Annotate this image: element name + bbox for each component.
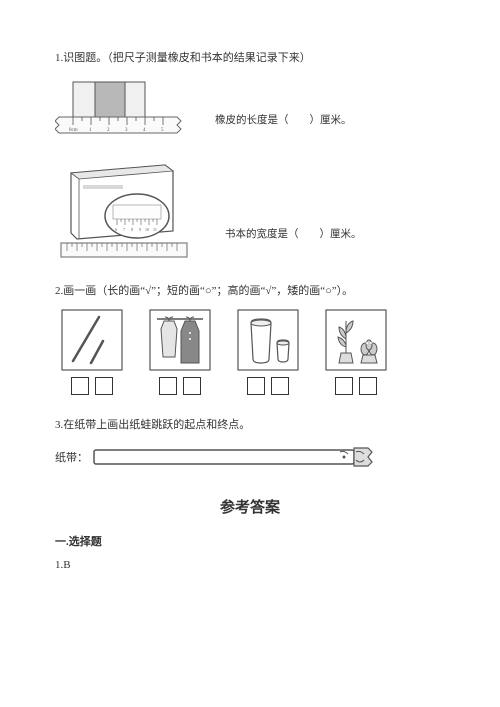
answers-section-label: 一.选择题	[55, 533, 445, 549]
q2-item-sticks	[61, 309, 123, 395]
svg-text:0cm: 0cm	[69, 128, 78, 133]
answer-1: 1.B	[55, 559, 445, 571]
answer-box[interactable]	[159, 377, 177, 395]
answer-box[interactable]	[95, 377, 113, 395]
eraser-ruler-figure: 0cm 1 2 3 4 5	[55, 77, 185, 147]
answer-box[interactable]	[71, 377, 89, 395]
question-2: 2.画一画（长的画“√”；短的画“○”；高的画“√”，矮的画“○”）。	[55, 283, 445, 396]
answer-box[interactable]	[359, 377, 377, 395]
eraser-answer-label: 橡皮的长度是（ ）厘米。	[215, 112, 352, 147]
svg-text:10: 10	[145, 227, 149, 232]
answers-title: 参考答案	[55, 496, 445, 517]
q1-eraser-row: 0cm 1 2 3 4 5 橡皮的长度是（ ）厘米。	[55, 77, 445, 147]
svg-text:6: 6	[115, 227, 117, 232]
book-ruler-figure: 6 7 8 9 10 11	[55, 161, 195, 261]
paper-tape-figure	[92, 444, 392, 470]
svg-text:9: 9	[139, 227, 141, 232]
q1-title: 1.识图题。（把尺子测量橡皮和书本的结果记录下来）	[55, 50, 445, 67]
q3-title: 3.在纸带上画出纸蛙跳跃的起点和终点。	[55, 417, 445, 434]
q2-item-plants	[325, 309, 387, 395]
svg-text:11: 11	[153, 227, 157, 232]
book-answer-label: 书本的宽度是（ ）厘米。	[225, 226, 362, 261]
answer-box[interactable]	[183, 377, 201, 395]
q2-title: 2.画一画（长的画“√”；短的画“○”；高的画“√”，矮的画“○”）。	[55, 283, 445, 300]
svg-text:7: 7	[123, 227, 125, 232]
answer-box[interactable]	[335, 377, 353, 395]
q2-item-clothes	[149, 309, 211, 395]
svg-text:8: 8	[131, 227, 133, 232]
question-3: 3.在纸带上画出纸蛙跳跃的起点和终点。 纸带：	[55, 417, 445, 470]
answer-box[interactable]	[247, 377, 265, 395]
question-1: 1.识图题。（把尺子测量橡皮和书本的结果记录下来） 0cm 1 2 3 4 5 …	[55, 50, 445, 261]
q2-figures-row	[61, 309, 445, 395]
answers-section: 参考答案 一.选择题 1.B	[55, 496, 445, 571]
q2-item-cups	[237, 309, 299, 395]
answer-box[interactable]	[271, 377, 289, 395]
tape-label: 纸带：	[55, 449, 88, 465]
q1-book-row: 6 7 8 9 10 11 书本的宽度是（ ）厘米。	[55, 161, 445, 261]
